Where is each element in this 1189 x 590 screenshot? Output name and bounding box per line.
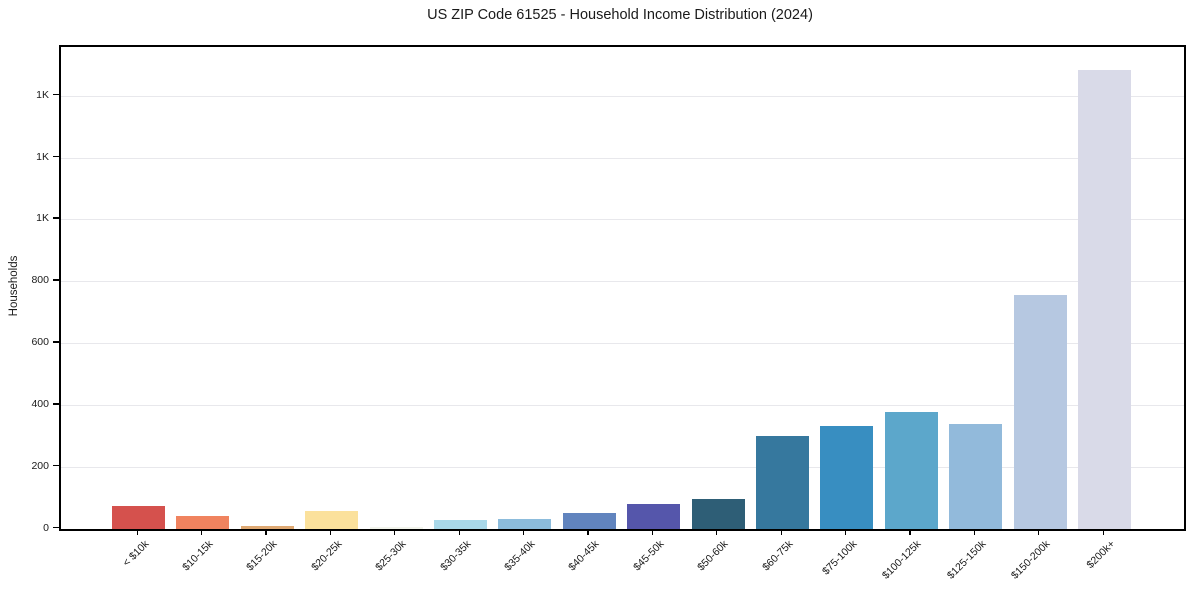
plot-area <box>59 45 1186 531</box>
gridline-y-400 <box>61 405 1184 407</box>
x-tick <box>265 529 267 535</box>
bar-$40-45k <box>562 512 616 529</box>
y-tick <box>53 465 59 467</box>
bar-$125-150k <box>949 424 1003 529</box>
y-tick-label: 600 <box>31 336 49 349</box>
x-tick <box>522 529 525 535</box>
bar-$25-30k <box>369 526 423 529</box>
y-tick <box>53 217 59 219</box>
x-tick <box>973 529 976 535</box>
gridline-y-1400 <box>61 95 1184 97</box>
bar-$45-50k <box>627 503 681 529</box>
x-tick-label: < $10k <box>119 538 151 569</box>
y-tick <box>53 527 59 529</box>
y-tick-label: 200 <box>31 460 49 473</box>
x-tick <box>651 529 654 535</box>
x-tick <box>844 529 847 535</box>
y-tick <box>53 93 59 95</box>
bar-$15-20k <box>240 526 294 529</box>
x-tick <box>200 529 203 535</box>
gridline-y-1200 <box>61 157 1184 159</box>
gridline-y-200 <box>61 467 1184 469</box>
bar-$100-125k <box>884 412 938 529</box>
bar-< $10k <box>112 506 165 529</box>
y-tick-label: 400 <box>31 398 49 411</box>
bar-$10-15k <box>176 516 230 529</box>
bar-$60-75k <box>756 436 809 529</box>
y-tick <box>53 341 59 343</box>
gridline-y-1000 <box>61 219 1184 221</box>
gridline-y-800 <box>61 281 1184 283</box>
x-tick <box>136 529 138 535</box>
x-tick <box>458 529 460 535</box>
bar-$20-25k <box>305 511 359 529</box>
x-tick <box>1038 529 1040 535</box>
x-tick <box>1102 529 1104 535</box>
y-tick <box>53 155 59 157</box>
x-tick <box>587 529 589 535</box>
y-tick-label: 0 <box>43 522 49 534</box>
y-tick-label: 1K <box>36 212 49 225</box>
gridline-y-600 <box>61 343 1184 345</box>
y-tick-label: 800 <box>31 274 49 287</box>
bar-$35-40k <box>498 518 552 529</box>
x-tick <box>780 529 782 535</box>
bar-$50-60k <box>691 498 745 529</box>
y-tick-label: 1K <box>36 88 49 101</box>
x-tick <box>329 529 332 535</box>
y-tick <box>53 403 59 405</box>
bar-$150-200k <box>1013 294 1067 529</box>
y-tick <box>53 279 59 281</box>
x-tick <box>909 529 911 535</box>
y-tick-label: 1K <box>36 150 49 163</box>
bar-$200k+ <box>1078 69 1131 529</box>
x-tick <box>394 529 396 535</box>
x-tick <box>716 529 718 535</box>
bar-$30-35k <box>434 519 487 529</box>
chart-title: US ZIP Code 61525 - Household Income Dis… <box>427 7 813 23</box>
bar-$75-100k <box>820 425 874 529</box>
